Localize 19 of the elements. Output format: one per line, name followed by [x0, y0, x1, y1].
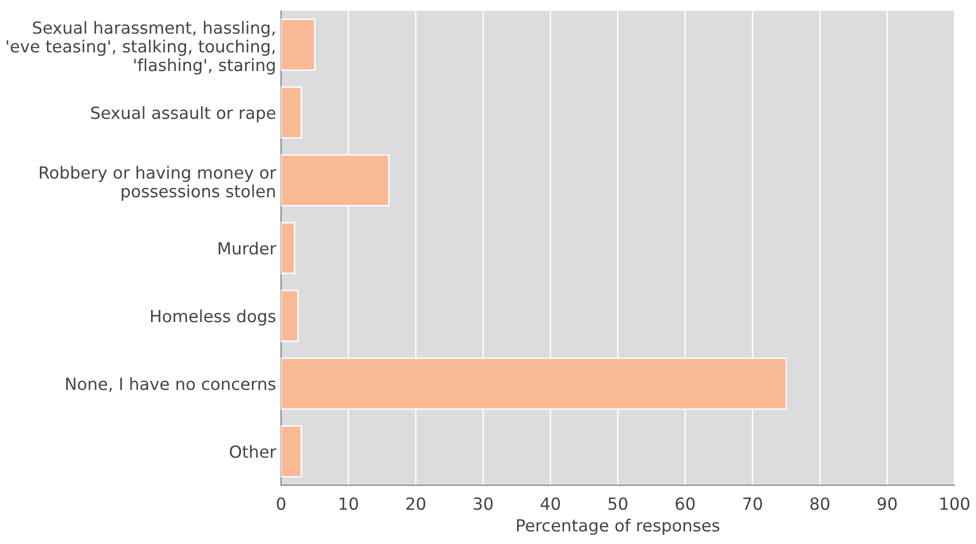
x-tick-label: 40	[540, 497, 560, 510]
y-tick-label: None, I have no concerns	[66, 377, 276, 392]
x-axis-title: Percentage of responses	[517, 518, 720, 535]
y-tick-label: Robbery or having money or possessions stolen	[40, 166, 276, 201]
x-tick-label: 30	[474, 497, 493, 510]
x-tick-label: 60	[676, 497, 695, 510]
x-tick-label: 80	[810, 497, 830, 510]
y-tick-label: Murder	[218, 242, 276, 255]
x-tick-label: 90	[878, 497, 897, 510]
x-tick-label: 70	[743, 497, 762, 510]
x-tick-label: 20	[406, 497, 426, 510]
y-tick-label: Other	[230, 445, 276, 458]
y-tick-label: Sexual assault or rape	[91, 106, 276, 122]
x-tick-label: 10	[340, 497, 358, 510]
x-tick-label: 100	[940, 497, 970, 510]
x-tick-label: 50	[608, 497, 628, 510]
y-tick-label: Homeless dogs	[151, 310, 276, 326]
x-tick-label: 0	[276, 497, 286, 510]
y-tick-label: Sexual harassment, hassling, 'eve teasing', stalking, touching, 'flashing', staring	[6, 21, 275, 74]
